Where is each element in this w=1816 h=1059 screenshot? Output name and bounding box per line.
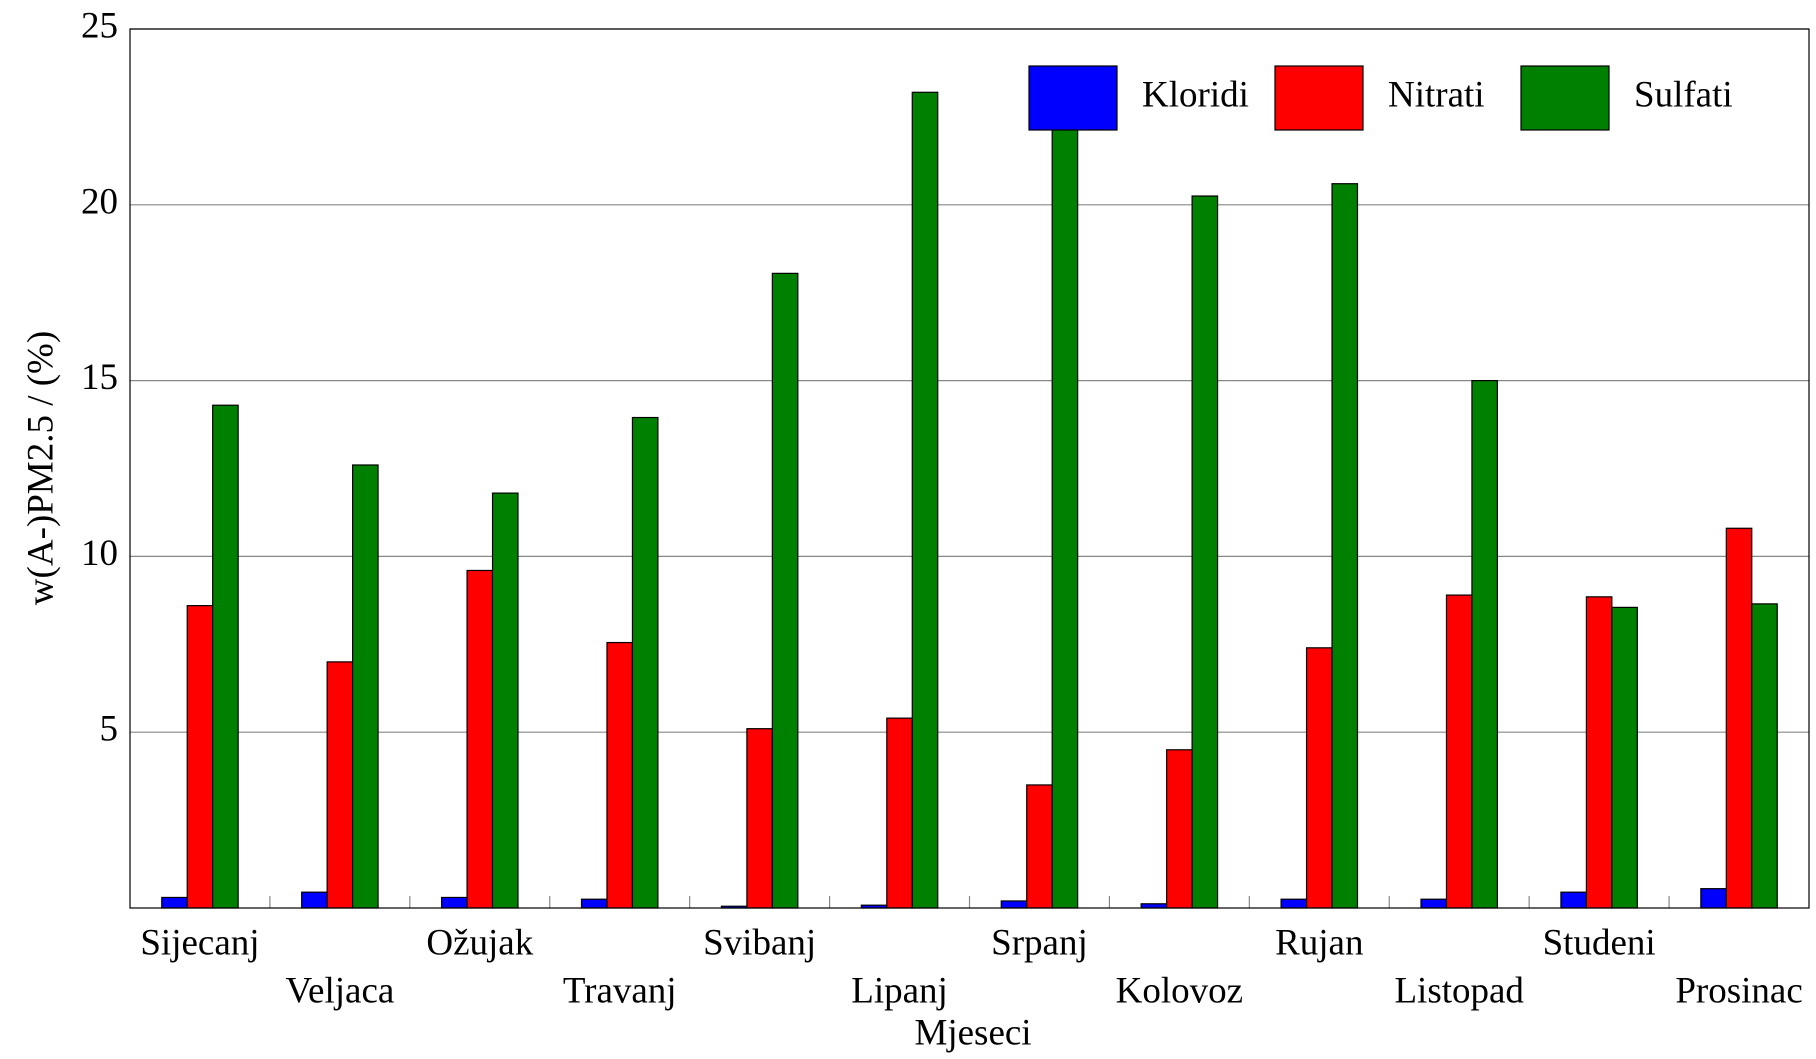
legend-background bbox=[1029, 66, 1799, 130]
legend-label: Nitrati bbox=[1388, 74, 1485, 115]
x-tick-label: Listopad bbox=[1394, 970, 1524, 1011]
bar bbox=[1725, 527, 1753, 909]
x-tick-label: Sijecanj bbox=[140, 922, 259, 963]
bar bbox=[1700, 888, 1727, 909]
bar bbox=[1280, 898, 1308, 909]
bar bbox=[911, 91, 939, 909]
bar bbox=[301, 891, 328, 909]
bar bbox=[212, 404, 239, 909]
bar bbox=[1560, 891, 1587, 909]
y-tick-label: 10 bbox=[81, 533, 118, 574]
bar bbox=[606, 641, 634, 909]
legend-label: Kloridi bbox=[1142, 74, 1249, 115]
bar bbox=[326, 661, 354, 909]
legend-label: Sulfati bbox=[1634, 74, 1733, 115]
x-tick-label: Studeni bbox=[1543, 922, 1656, 963]
bar bbox=[1026, 784, 1053, 909]
legend-swatch bbox=[1520, 65, 1610, 131]
x-tick-label: Ožujak bbox=[426, 922, 533, 963]
y-tick-label: 15 bbox=[81, 357, 118, 398]
bar bbox=[771, 272, 799, 909]
y-axis-label: w(A-)PM2.5 / (%) bbox=[20, 331, 61, 605]
bar bbox=[1445, 594, 1473, 909]
bar bbox=[1420, 898, 1448, 909]
x-tick-label: Travanj bbox=[563, 970, 677, 1011]
x-tick-label: Svibanj bbox=[703, 922, 816, 963]
y-tick-label: 25 bbox=[81, 5, 118, 46]
x-tick-label: Prosinac bbox=[1675, 970, 1802, 1011]
bar bbox=[1471, 380, 1499, 909]
legend-swatch bbox=[1028, 65, 1118, 131]
bar bbox=[1751, 603, 1778, 909]
bar bbox=[466, 569, 494, 909]
bar bbox=[491, 492, 519, 909]
bar bbox=[746, 728, 773, 909]
bar bbox=[440, 896, 468, 909]
x-tick-label: Lipanj bbox=[851, 970, 948, 1011]
bar bbox=[1585, 596, 1613, 909]
bar bbox=[1140, 903, 1168, 909]
bar bbox=[352, 464, 379, 909]
y-tick-label: 5 bbox=[100, 709, 119, 750]
x-tick-label: Veljaca bbox=[285, 970, 394, 1011]
bar bbox=[186, 605, 214, 909]
bar bbox=[161, 896, 188, 909]
bar bbox=[1051, 81, 1079, 909]
bar bbox=[1305, 647, 1333, 909]
x-tick-label: Rujan bbox=[1275, 922, 1363, 963]
legend-swatch bbox=[1274, 65, 1364, 131]
bar bbox=[1166, 749, 1193, 909]
x-axis-label: Mjeseci bbox=[914, 1012, 1031, 1053]
bar bbox=[886, 717, 913, 909]
plot-frame bbox=[129, 28, 1810, 909]
x-tick-label: Srpanj bbox=[991, 922, 1088, 963]
bar bbox=[1611, 606, 1638, 909]
x-tick-label: Kolovoz bbox=[1116, 970, 1243, 1011]
bar bbox=[580, 898, 608, 909]
bar bbox=[1191, 195, 1219, 909]
bar bbox=[631, 416, 659, 909]
y-tick-label: 20 bbox=[81, 181, 118, 222]
bar bbox=[1331, 183, 1359, 909]
bar bbox=[1000, 900, 1028, 909]
